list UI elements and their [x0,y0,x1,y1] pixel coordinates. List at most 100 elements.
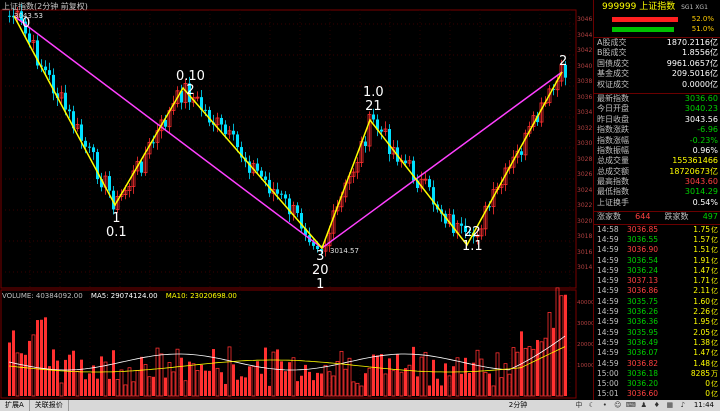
tick-time: 14:59 [597,276,619,286]
kline-chart[interactable]: 上证指数(2分钟 前复权) 3043.53 3014.57 0 1 0.1 0.1… [0,0,595,400]
user-icon[interactable]: ♟ [640,401,647,409]
tick-row[interactable]: 15:00 3036.20 0 亿 [594,379,720,389]
volume-bar [399,371,404,397]
tick-unit: 亿 [711,235,718,244]
index-name: 上证指数 [639,2,676,12]
tab-expand-a[interactable]: 扩展A [0,400,30,411]
candle-body [523,132,528,156]
volume-bar [447,375,452,397]
tick-price: 3036.90 [627,245,659,255]
tick-row[interactable]: 14:59 3036.82 1.48 亿 [594,359,720,369]
quote-row-7-value: 18720673亿 [669,166,718,176]
volume-bar [103,361,108,397]
tick-volume: 1.38 [693,337,710,347]
volume-bar [40,319,43,396]
tick-row[interactable]: 14:59 3036.54 1.91 亿 [594,256,720,266]
tab-related-quotes[interactable]: 关联报价 [30,400,69,411]
tick-row[interactable]: 14:59 3036.90 1.51 亿 [594,245,720,255]
quote-row-8-value: 3043.60 [684,177,718,187]
candle-body [31,40,36,43]
breadth-row: 涨家数 644 跌家数 497 [594,212,720,222]
candle-body [264,176,267,180]
stat-row-2-label: 国债成交 [597,58,629,68]
candle-body [488,206,491,208]
tick-row[interactable]: 14:59 3036.36 1.95 亿 [594,317,720,327]
shirt-icon[interactable]: ♦ [653,401,660,409]
candle-body [479,228,484,237]
quote-row-0: 最新指数 3036.60 [594,94,720,104]
tick-row[interactable]: 14:59 3036.49 1.38 亿 [594,338,720,348]
tick-row[interactable]: 14:59 3035.95 2.05 亿 [594,328,720,338]
candle-body [412,160,415,181]
dot-icon[interactable]: • [602,401,607,409]
price-axis-tick: 3036 [577,93,593,101]
tick-row[interactable]: 14:59 3036.07 1.47 亿 [594,348,720,358]
tick-row[interactable]: 14:59 3036.86 2.11 亿 [594,286,720,296]
candle-body [59,92,64,99]
ratio-up-bar [612,17,678,22]
volume-bar [96,378,99,396]
price-axis-tick: 3032 [577,124,593,132]
smile-icon[interactable]: ☺ [614,401,622,409]
stat-row-4-value: 0.0000亿 [682,79,718,89]
candle-body [191,97,196,103]
volume-bar [432,359,435,396]
stat-row-0-label: A股成交 [597,38,627,47]
tick-row[interactable]: 15:01 3036.60 0 亿 [594,389,720,399]
volume-bar [507,373,512,397]
volume-bar [308,371,311,396]
keyboard-icon[interactable]: ⌨ [625,401,636,409]
tick-row[interactable]: 14:58 3036.85 1.75 亿 [594,225,720,235]
moon-icon[interactable]: ☾ [588,401,595,409]
volume-ma5-line [8,335,566,371]
tick-unit: 亿 [711,328,718,337]
volume-bar [112,350,115,396]
tick-row[interactable]: 15:00 3036.18 8285 万 [594,369,720,379]
tick-row[interactable]: 14:59 3036.26 2.26 亿 [594,307,720,317]
volume-axis-tick: 20000 [577,342,595,348]
candle-body [80,124,83,141]
tick-row[interactable]: 14:59 3036.55 1.57 亿 [594,235,720,245]
tick-volume: 1.91 [693,255,710,265]
speaker-icon[interactable]: ♪ [680,401,686,409]
tick-row[interactable]: 14:59 3035.75 1.60 亿 [594,297,720,307]
stat-row-0-value: 1870.2116亿 [666,38,718,47]
volume-bar [452,366,455,396]
candle-body [284,194,287,199]
candle-body [44,66,47,71]
period-label[interactable]: 2分钟 [508,401,528,409]
volume-bar [36,320,39,396]
ma10-value: MA10: 23020698.00 [165,292,237,300]
tick-unit: 亿 [711,380,718,389]
tick-row[interactable]: 14:59 3036.24 1.47 亿 [594,266,720,276]
stat-row-2: 国债成交 9961.0657亿 [594,59,720,69]
volume-bar [52,349,55,396]
volume-bar [152,376,155,396]
price-axis-tick: 3046 [577,16,593,23]
quote-row-3-value: -6.96 [697,125,718,135]
candle-body [483,205,488,230]
tick-unit: 亿 [711,359,718,368]
kline-svg[interactable] [0,0,593,400]
candle-body [72,111,75,129]
quote-row-5-label: 指数振幅 [597,145,629,155]
tick-price: 3036.85 [627,224,659,234]
candle-body [383,128,388,132]
tick-time: 14:59 [597,234,619,244]
tick-row[interactable]: 14:59 3037.13 1.71 亿 [594,276,720,286]
candle-body [140,161,143,173]
volume-bar [304,364,307,396]
volume-bar [180,357,183,396]
candle-body [304,228,307,236]
volume-bar [423,351,428,397]
volume-bar [20,353,23,396]
input-method-icon[interactable]: 中 [575,401,583,409]
grid-icon[interactable]: ▦ [666,401,674,409]
volume-bar [455,357,460,397]
volume-bar [155,347,160,397]
candle-body [288,198,291,215]
candle-body [100,179,103,188]
tick-time: 15:00 [597,379,619,389]
price-axis-tick: 3042 [577,47,593,54]
tick-list[interactable]: 14:58 3036.85 1.75 亿 14:59 3036.55 1.57 亿 14:59 3… [594,225,720,400]
